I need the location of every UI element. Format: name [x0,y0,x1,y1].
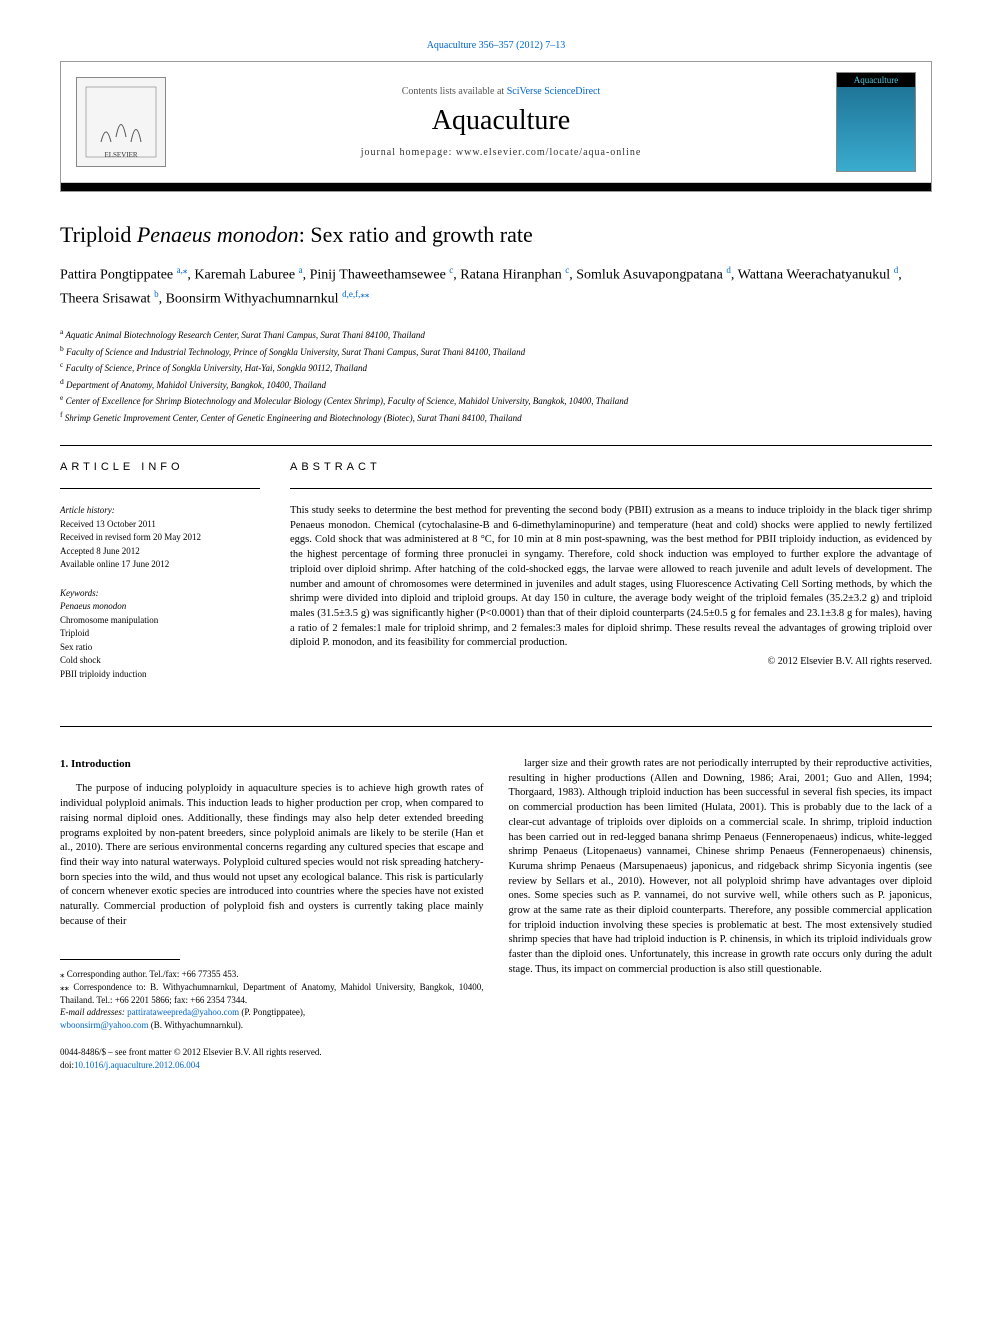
article-info-sidebar: article info Article history: Received 1… [60,461,260,696]
keywords-label: Keywords: [60,587,260,601]
citation-link[interactable]: Aquaculture 356–357 (2012) 7–13 [60,40,932,51]
article-title: Triploid Penaeus monodon: Sex ratio and … [60,222,932,248]
journal-cover-icon: Aquaculture [836,72,916,172]
doi-link[interactable]: 10.1016/j.aquaculture.2012.06.004 [74,1060,200,1070]
email-link-1[interactable]: pattirataweepreda@yahoo.com [127,1007,239,1017]
abstract-text: This study seeks to determine the best m… [290,504,932,651]
email-link-2[interactable]: wboonsirm@yahoo.com [60,1020,149,1030]
contents-text: Contents lists available at SciVerse Sci… [166,86,836,97]
abstract-heading: abstract [290,461,932,473]
authors-list: Pattira Pongtippatee a,⁎, Karemah Labure… [60,263,932,311]
body-left-column: 1. Introduction The purpose of inducing … [60,757,484,1071]
history-label: Article history: [60,504,260,518]
corresponding-1: ⁎ Corresponding author. Tel./fax: +66 77… [60,968,484,981]
doi-block: 0044-8486/$ – see front matter © 2012 El… [60,1046,484,1071]
intro-para-right: larger size and their growth rates are n… [509,757,933,977]
sciencedirect-link[interactable]: SciVerse ScienceDirect [507,86,601,97]
article-info-heading: article info [60,461,260,473]
intro-heading: 1. Introduction [60,757,484,772]
journal-homepage: journal homepage: www.elsevier.com/locat… [166,147,836,158]
journal-name: Aquaculture [166,105,836,137]
affiliations-list: a Aquatic Animal Biotechnology Research … [60,326,932,425]
email-label: E-mail addresses: [60,1007,127,1017]
copyright-text: © 2012 Elsevier B.V. All rights reserved… [290,656,932,667]
abstract-section: abstract This study seeks to determine t… [290,461,932,696]
body-right-column: larger size and their growth rates are n… [509,757,933,1071]
svg-text:ELSEVIER: ELSEVIER [104,151,137,159]
footnotes: ⁎ Corresponding author. Tel./fax: +66 77… [60,968,484,1031]
intro-para-left: The purpose of inducing polyploidy in aq… [60,782,484,929]
corresponding-2: ⁎⁎ Correspondence to: B. Withyachumnarnk… [60,981,484,1006]
elsevier-logo: ELSEVIER [76,77,166,167]
journal-header: ELSEVIER Contents lists available at Sci… [60,61,932,192]
